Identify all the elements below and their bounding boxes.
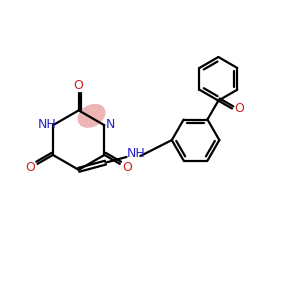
Text: N: N: [106, 118, 115, 131]
Text: O: O: [234, 102, 244, 115]
Text: O: O: [74, 79, 84, 92]
Text: O: O: [122, 161, 132, 174]
Text: O: O: [26, 161, 36, 174]
Text: NH: NH: [38, 118, 56, 131]
Text: NH: NH: [127, 146, 146, 160]
Ellipse shape: [78, 104, 106, 128]
